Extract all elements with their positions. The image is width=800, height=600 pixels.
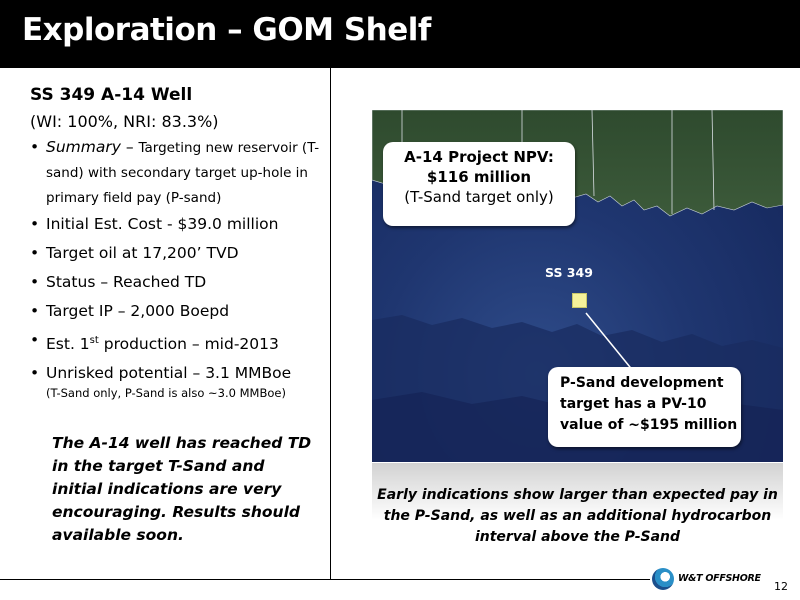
top-divider <box>0 67 800 68</box>
bullet-production: • Est. 1st production – mid-2013 <box>30 326 325 359</box>
summary-label: Summary <box>46 138 121 156</box>
caption-text: Early indications show larger than expec… <box>377 487 778 545</box>
summary-text: Targeting new reservoir (T-sand) with se… <box>46 140 320 206</box>
logo-text: W&T OFFSHORE <box>678 573 761 584</box>
bullet-dot: • <box>30 244 40 262</box>
bottom-divider <box>0 579 650 580</box>
bullet-ip: • Target IP – 2,000 Boepd <box>30 297 325 326</box>
page-number: 12 <box>774 580 788 593</box>
bullet-status-text: Status – Reached TD <box>46 273 207 291</box>
bullet-dot: • <box>30 331 40 349</box>
bullet-potential-text: Unrisked potential – 3.1 MMBoe <box>46 364 292 383</box>
npv-note: (T-Sand target only) <box>404 188 554 206</box>
summary-dash: – <box>120 138 139 156</box>
bullet-target: • Target oil at 17,200’ TVD <box>30 239 325 268</box>
vertical-divider <box>330 68 331 580</box>
npv-title: A-14 Project NPV: <box>404 148 554 166</box>
bullet-potential: • Unrisked potential – 3.1 MMBoe <box>30 359 325 388</box>
slide-title: Exploration – GOM Shelf <box>22 12 431 48</box>
bullet-cost-text: Initial Est. Cost - $39.0 million <box>46 215 279 233</box>
bullet-prod-post: production – mid-2013 <box>98 335 279 354</box>
pointer-line <box>585 312 635 373</box>
psand-callout: P-Sand development target has a PV-10 va… <box>548 367 741 447</box>
well-location-marker <box>572 293 587 308</box>
company-logo: W&T OFFSHORE <box>652 568 772 592</box>
well-title: SS 349 A-14 Well <box>30 85 193 105</box>
bullet-cost: • Initial Est. Cost - $39.0 million <box>30 210 325 239</box>
bullet-dot: • <box>30 273 40 291</box>
status-callout: The A-14 well has reached TD in the targ… <box>52 434 312 544</box>
caption-panel: Early indications show larger than expec… <box>372 463 783 558</box>
well-details: SS 349 A-14 Well (WI: 100%, NRI: 83.3%) … <box>30 80 325 400</box>
npv-value: $116 million <box>426 168 532 186</box>
bullet-summary: • Summary – Targeting new reservoir (T-sa… <box>30 135 325 210</box>
bullet-prod-sup: st <box>89 335 99 346</box>
bullet-dot: • <box>30 215 40 233</box>
bullet-prod-pre: Est. 1 <box>46 335 90 354</box>
bullet-dot: • <box>30 302 40 320</box>
potential-note: (T-Sand only, P-Sand is also ~3.0 MMBoe) <box>46 386 286 401</box>
title-bar: Exploration – GOM Shelf <box>0 0 800 67</box>
bullet-dot: • <box>30 138 40 156</box>
site-label: SS 349 <box>545 265 593 280</box>
working-interest: (WI: 100%, NRI: 83.3%) <box>30 112 219 131</box>
npv-callout: A-14 Project NPV: $116 million (T-Sand t… <box>383 142 575 226</box>
logo-swirl-icon <box>652 568 674 590</box>
bullet-target-text: Target oil at 17,200’ TVD <box>46 244 239 262</box>
well-bullets: • Summary – Targeting new reservoir (T-sa… <box>30 135 325 388</box>
bullet-status: • Status – Reached TD <box>30 268 325 297</box>
bullet-ip-text: Target IP – 2,000 Boepd <box>46 302 230 320</box>
bullet-dot: • <box>30 364 40 383</box>
